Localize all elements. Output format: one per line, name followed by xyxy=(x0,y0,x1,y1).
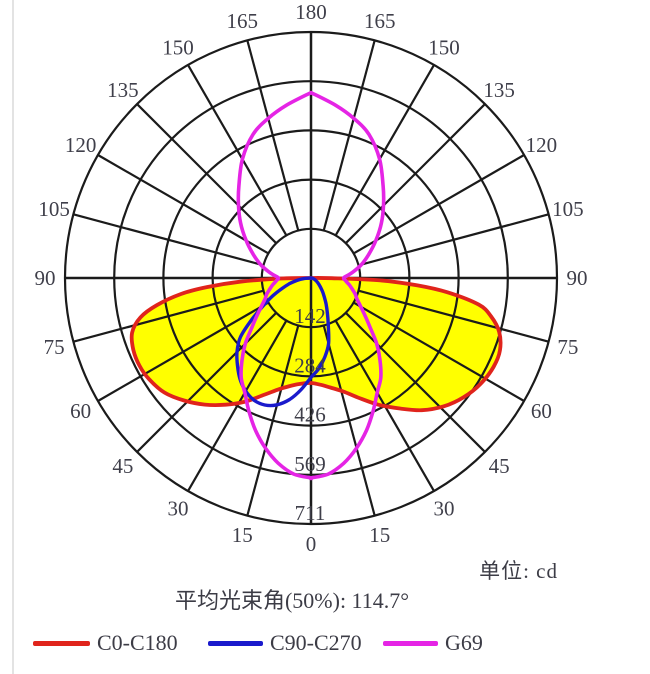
grid-labels: 0 15 15 30 30 45 45 60 60 75 75 90 90 105 105 120 120 135… xyxy=(35,0,588,556)
legend-swatch-g69 xyxy=(383,640,438,646)
ring-label-142: 142 xyxy=(294,304,326,328)
angle-label-90-right: 90 xyxy=(567,266,588,290)
spoke-165 xyxy=(322,40,376,231)
spoke-75 xyxy=(358,289,549,343)
spoke-345 xyxy=(246,325,300,516)
spoke-135 xyxy=(345,103,486,244)
angle-label-30-right: 30 xyxy=(434,496,455,520)
angle-label-75-right: 75 xyxy=(557,335,578,359)
angle-label-60-right: 60 xyxy=(531,399,552,423)
angle-label-15-right: 15 xyxy=(369,523,390,547)
spoke-225 xyxy=(136,103,277,244)
ring-label-711: 711 xyxy=(295,501,326,525)
angle-label-135-left: 135 xyxy=(107,78,139,102)
curve-G69 xyxy=(236,90,386,481)
legend-swatch-c0-c180 xyxy=(33,640,90,646)
angle-label-120-right: 120 xyxy=(526,133,558,157)
angle-label-45-left: 45 xyxy=(112,454,133,478)
legend-item-c90-c270: C90-C270 xyxy=(208,630,362,656)
legend-item-g69: G69 xyxy=(383,630,483,656)
spoke-330 xyxy=(187,320,288,492)
angle-label-30-left: 30 xyxy=(168,496,189,520)
angle-label-105-left: 105 xyxy=(38,197,70,221)
spoke-210 xyxy=(187,64,288,236)
legend-label-c90-c270: C90-C270 xyxy=(270,630,362,655)
curve-C0-C180 xyxy=(129,276,503,413)
angle-label-0: 0 xyxy=(306,532,317,556)
spoke-285 xyxy=(73,289,264,343)
series-fill-C0-C180 xyxy=(131,277,501,411)
legend-label-c0-c180: C0-C180 xyxy=(97,630,178,655)
spoke-240 xyxy=(97,154,269,255)
angle-label-90-left: 90 xyxy=(35,266,56,290)
ring-label-426: 426 xyxy=(294,403,326,427)
angle-label-75-left: 75 xyxy=(44,335,65,359)
spoke-120 xyxy=(353,154,525,255)
legend-label-g69: G69 xyxy=(445,630,483,655)
spoke-150 xyxy=(334,64,435,236)
angle-label-105-right: 105 xyxy=(552,197,584,221)
angle-label-135-right: 135 xyxy=(483,78,515,102)
angle-label-150-right: 150 xyxy=(428,36,460,60)
angle-label-15-left: 15 xyxy=(232,523,253,547)
angle-label-150-left: 150 xyxy=(162,36,194,60)
ring-label-569: 569 xyxy=(294,452,326,476)
spoke-105 xyxy=(358,213,549,267)
angle-label-45-right: 45 xyxy=(489,454,510,478)
series-fill-layer xyxy=(131,277,501,411)
curve-C90-C270 xyxy=(235,276,331,408)
spoke-300 xyxy=(97,301,269,402)
spoke-15 xyxy=(322,325,376,516)
angle-label-180: 180 xyxy=(295,0,327,24)
beam-angle-label: 平均光束角(50%): 114.7° xyxy=(174,588,410,613)
angle-label-60-left: 60 xyxy=(70,399,91,423)
series-layer xyxy=(129,90,503,481)
angle-label-165-left: 165 xyxy=(226,9,258,33)
legend: C0-C180 C90-C270 G69 xyxy=(0,630,650,660)
spoke-255 xyxy=(73,213,264,267)
angle-label-120-left: 120 xyxy=(65,133,97,157)
angle-label-165-right: 165 xyxy=(364,9,396,33)
spoke-315 xyxy=(136,312,277,453)
spoke-45 xyxy=(345,312,486,453)
page-edge-divider xyxy=(12,0,14,674)
unit-label: 单位: cd xyxy=(479,559,558,583)
spoke-60 xyxy=(353,301,525,402)
legend-item-c0-c180: C0-C180 xyxy=(33,630,178,656)
spoke-195 xyxy=(246,40,300,231)
legend-swatch-c90-c270 xyxy=(208,640,263,646)
ring-label-284: 284 xyxy=(294,353,326,377)
